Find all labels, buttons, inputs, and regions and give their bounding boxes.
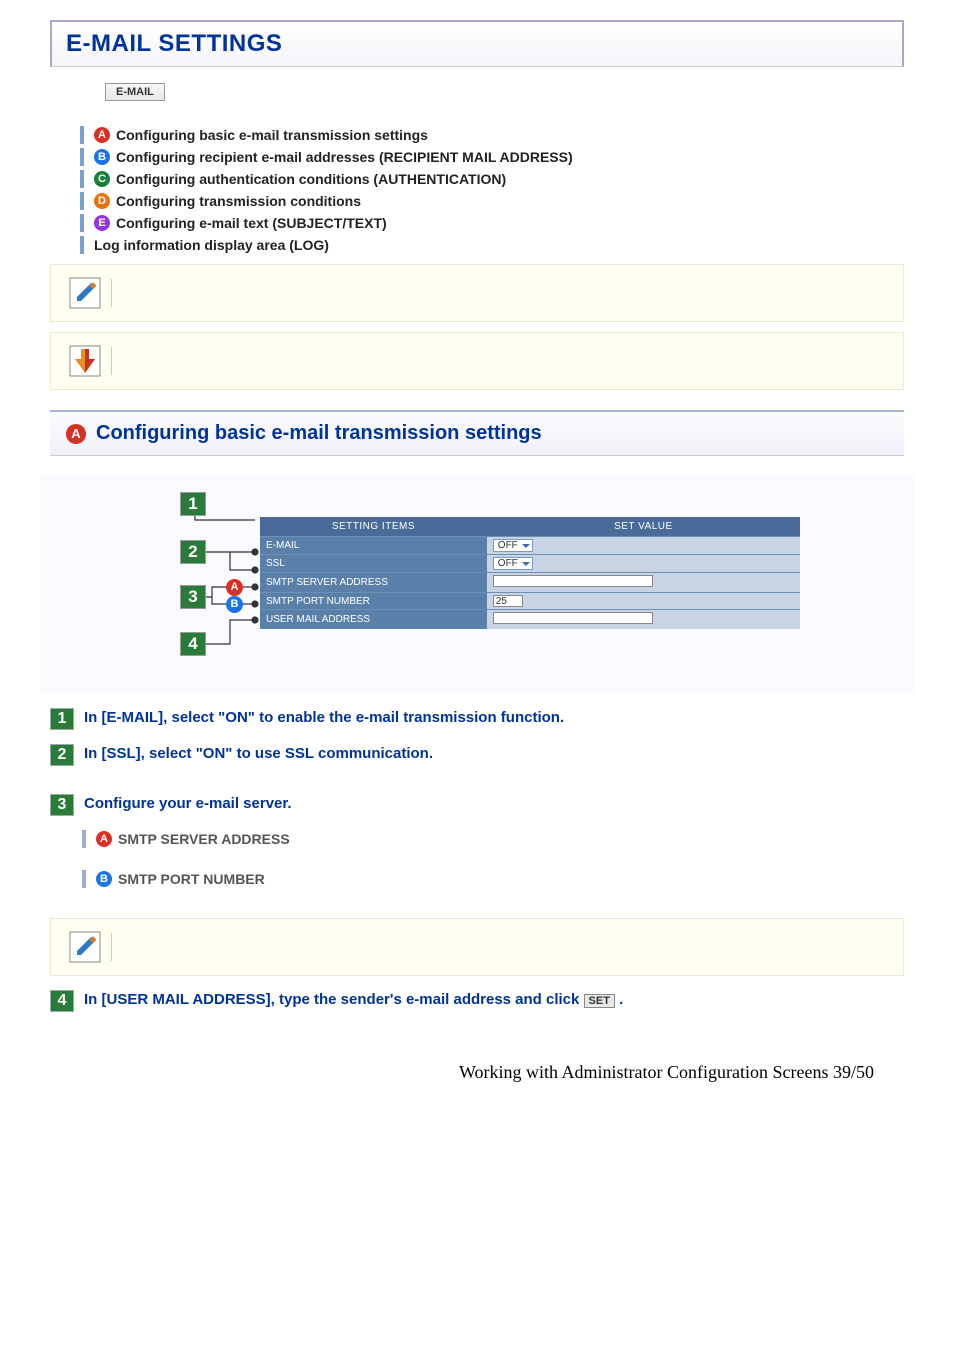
callout-3: 3 (180, 585, 206, 609)
badge-d-icon: D (94, 193, 110, 209)
step-number: 2 (50, 744, 74, 766)
substep-bar (82, 870, 86, 888)
toc-text: Configuring recipient e-mail addresses (… (116, 149, 573, 165)
smtp-port-input[interactable]: 25 (493, 595, 523, 607)
row-label: USER MAIL ADDRESS (260, 610, 487, 630)
toc-item[interactable]: A Configuring basic e-mail transmission … (80, 126, 904, 144)
step4-pre: In [USER MAIL ADDRESS], type the sender'… (84, 991, 584, 1008)
note-box (50, 918, 904, 976)
step-number: 4 (50, 990, 74, 1012)
step-text: In [SSL], select "ON" to use SSL communi… (84, 744, 433, 762)
toc-text: Log information display area (LOG) (94, 237, 329, 253)
divider (111, 933, 112, 961)
toc-item[interactable]: B Configuring recipient e-mail addresses… (80, 148, 904, 166)
step-1: 1 In [E-MAIL], select "ON" to enable the… (50, 708, 904, 730)
toc-text: Configuring basic e-mail transmission se… (116, 127, 428, 143)
substep-3a: A SMTP SERVER ADDRESS (82, 830, 904, 848)
tab-email[interactable]: E-MAIL (105, 83, 165, 101)
badge-b-icon: B (96, 871, 112, 887)
table-row: USER MAIL ADDRESS (260, 610, 800, 630)
substep-bar (82, 830, 86, 848)
callout-1: 1 (180, 492, 206, 516)
toc: A Configuring basic e-mail transmission … (80, 126, 904, 254)
edit-icon (69, 277, 101, 309)
set-button[interactable]: SET (584, 994, 615, 1008)
section-header-a: A Configuring basic e-mail transmission … (50, 410, 904, 456)
section-title: Configuring basic e-mail transmission se… (96, 422, 542, 445)
step-number: 3 (50, 794, 74, 816)
step-text: Configure your e-mail server. (84, 794, 292, 812)
step-2: 2 In [SSL], select "ON" to use SSL commu… (50, 744, 904, 766)
row-label: SMTP PORT NUMBER (260, 593, 487, 610)
settings-diagram: 1 2 3 4 A B SETTING ITEMS SET VALUE E-MA… (40, 474, 914, 694)
toc-bar (80, 170, 84, 188)
email-select[interactable]: OFF (493, 539, 533, 552)
badge-a-icon: A (94, 127, 110, 143)
th-items: SETTING ITEMS (260, 517, 487, 537)
note-box (50, 264, 904, 322)
page-title: E-MAIL SETTINGS (66, 30, 888, 58)
substep-text: SMTP PORT NUMBER (118, 871, 265, 887)
substep-text: SMTP SERVER ADDRESS (118, 831, 290, 847)
subbadge-b-icon: B (226, 596, 243, 613)
page-title-box: E-MAIL SETTINGS (50, 20, 904, 67)
divider (111, 279, 112, 307)
ssl-select[interactable]: OFF (493, 557, 533, 570)
badge-b-icon: B (94, 149, 110, 165)
row-label: SMTP SERVER ADDRESS (260, 573, 487, 593)
step-text: In [USER MAIL ADDRESS], type the sender'… (84, 990, 623, 1008)
smtp-server-input[interactable] (493, 575, 653, 587)
toc-item[interactable]: C Configuring authentication conditions … (80, 170, 904, 188)
badge-e-icon: E (94, 215, 110, 231)
toc-item[interactable]: Log information display area (LOG) (80, 236, 904, 254)
step-number: 1 (50, 708, 74, 730)
toc-bar (80, 126, 84, 144)
table-row: E-MAIL OFF (260, 537, 800, 555)
table-row: SSL OFF (260, 555, 800, 573)
row-label: E-MAIL (260, 537, 487, 555)
step-text: In [E-MAIL], select "ON" to enable the e… (84, 708, 564, 726)
row-label: SSL (260, 555, 487, 573)
settings-table: SETTING ITEMS SET VALUE E-MAIL OFF SSL O… (260, 517, 800, 629)
toc-text: Configuring e-mail text (SUBJECT/TEXT) (116, 215, 387, 231)
subbadge-a-icon: A (226, 579, 243, 596)
divider (111, 347, 112, 375)
table-row: SMTP PORT NUMBER 25 (260, 593, 800, 610)
step-4: 4 In [USER MAIL ADDRESS], type the sende… (50, 990, 904, 1012)
note-box (50, 332, 904, 390)
step4-post: . (619, 991, 623, 1008)
badge-a-icon: A (96, 831, 112, 847)
badge-a-icon: A (66, 424, 86, 444)
callout-4: 4 (180, 632, 206, 656)
user-mail-input[interactable] (493, 612, 653, 624)
callout-2: 2 (180, 540, 206, 564)
toc-bar (80, 214, 84, 232)
toc-item[interactable]: E Configuring e-mail text (SUBJECT/TEXT) (80, 214, 904, 232)
th-value: SET VALUE (487, 517, 800, 537)
toc-item[interactable]: D Configuring transmission conditions (80, 192, 904, 210)
badge-c-icon: C (94, 171, 110, 187)
step-3: 3 Configure your e-mail server. (50, 794, 904, 816)
toc-bar (80, 148, 84, 166)
toc-text: Configuring authentication conditions (A… (116, 171, 506, 187)
toc-bar (80, 192, 84, 210)
page-footer: Working with Administrator Configuration… (50, 1062, 904, 1083)
table-row: SMTP SERVER ADDRESS (260, 573, 800, 593)
substep-3b: B SMTP PORT NUMBER (82, 870, 904, 888)
download-icon (69, 345, 101, 377)
toc-text: Configuring transmission conditions (116, 193, 361, 209)
toc-bar (80, 236, 84, 254)
edit-icon (69, 931, 101, 963)
